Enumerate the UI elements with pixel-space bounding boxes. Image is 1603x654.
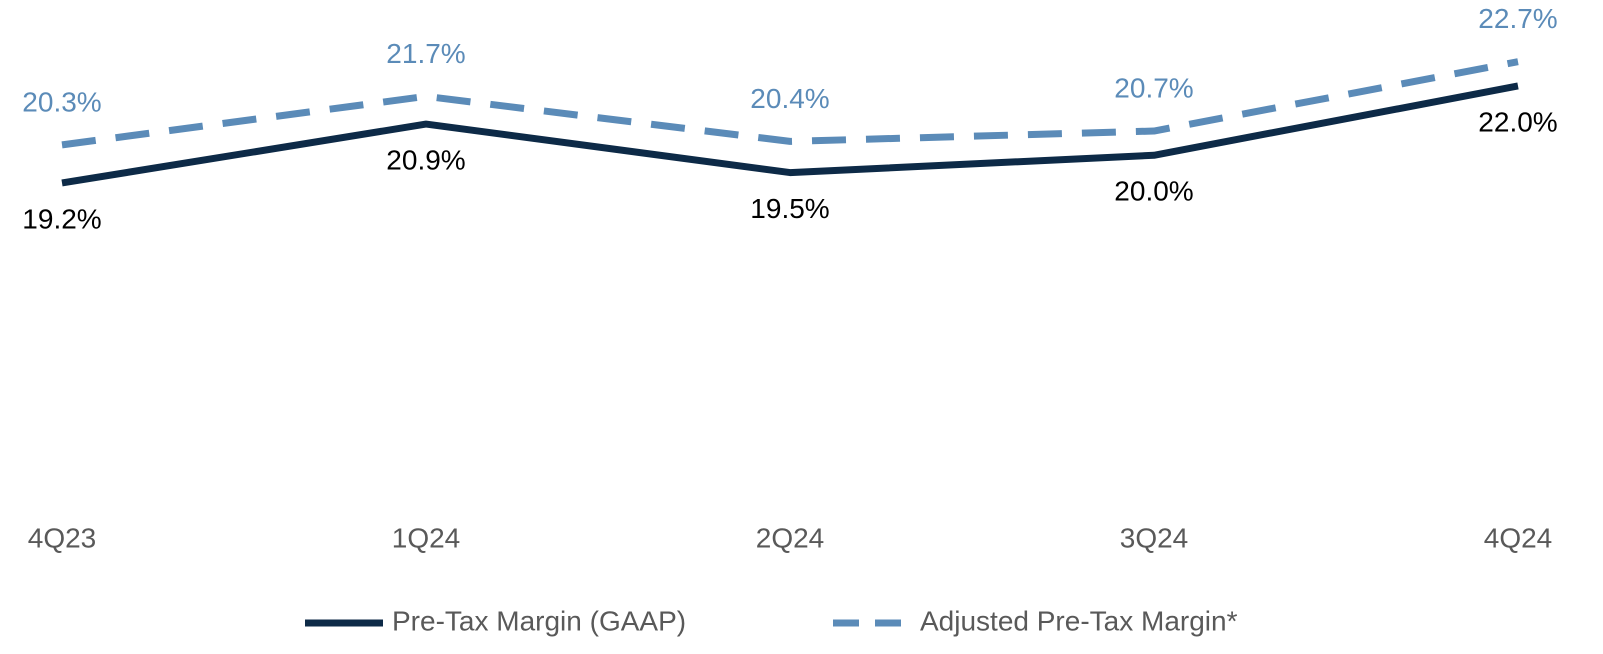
legend-label: Pre-Tax Margin (GAAP): [392, 605, 686, 636]
line: [61, 58, 1519, 149]
line: [61, 82, 1519, 187]
data-label: 20.3%: [22, 86, 101, 117]
data-label: 22.0%: [1478, 106, 1557, 137]
data-label: 22.7%: [1478, 3, 1557, 34]
legend-label: Adjusted Pre-Tax Margin*: [920, 605, 1238, 636]
data-label: 20.9%: [386, 144, 465, 175]
x-tick-label: 4Q23: [28, 522, 97, 553]
data-label: 20.7%: [1114, 72, 1193, 103]
data-label: 20.4%: [750, 83, 829, 114]
data-label: 20.0%: [1114, 176, 1193, 207]
data-label: 21.7%: [386, 38, 465, 69]
x-tick-label: 4Q24: [1484, 522, 1553, 553]
x-tick-label: 1Q24: [392, 522, 461, 553]
x-tick-label: 2Q24: [756, 522, 825, 553]
x-tick-label: 3Q24: [1120, 522, 1189, 553]
data-label: 19.5%: [750, 193, 829, 224]
data-label: 19.2%: [22, 203, 101, 234]
